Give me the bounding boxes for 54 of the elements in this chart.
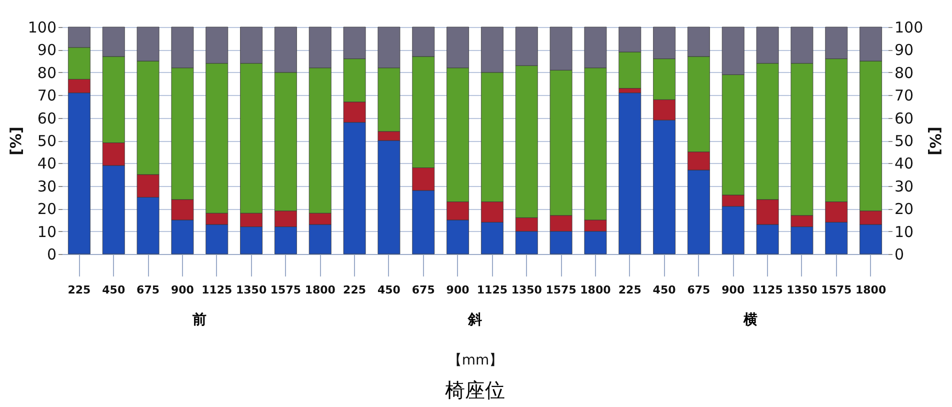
y2-tick-label: 100 [894,18,924,36]
y2-tick-label: 20 [894,200,914,218]
bar [618,92,642,254]
y-tick-label: 20 [37,200,56,218]
y2-tick-label: 10 [894,222,914,241]
y2-tick-label: 70 [894,86,914,105]
x-tick-label: 1800 [304,284,336,296]
x-tick-label: 450 [377,284,401,296]
x-tick-label: 450 [102,284,126,296]
x-tick-label: 1350 [786,284,818,296]
y-tick-label: 30 [37,177,56,196]
x-tick-label: 225 [68,284,91,296]
y2-tick-label: 50 [894,132,914,150]
x-tick-label: 1350 [511,284,542,296]
y2-tick-label: 0 [894,246,904,264]
y2-tick-label: 40 [894,154,914,173]
y-tick-label: 10 [37,222,56,241]
x-tick-label: 1575 [546,284,576,296]
text: 前 [192,312,207,328]
text: 横 [742,312,758,328]
y-tick-label: 60 [37,109,56,128]
y-tick-label: 50 [37,132,56,150]
x-tick-label: 450 [652,284,676,296]
x-tick-label: 900 [170,284,194,296]
y-tick-label: 0 [46,246,56,264]
x-axis-title: 【mm】 [448,352,504,368]
x-tick-label: 675 [412,284,435,296]
x-tick-label: 675 [136,284,160,296]
x-tick-label: 225 [618,284,642,296]
x-tick-label: 1125 [476,284,508,296]
text: 斜 [467,312,482,328]
text: 椅座位 [445,380,505,402]
x-tick-label: 1350 [236,284,267,296]
x-tick-label: 675 [687,284,710,296]
y2-tick-label: 30 [894,177,914,196]
y2-axis-title: [%] [926,126,944,156]
x-tick-label: 1800 [855,284,886,296]
x-tick-label: 225 [343,284,366,296]
x-tick-label: 1800 [580,284,612,296]
x-tick-label: 1575 [821,284,852,296]
y2-tick-label: 90 [894,41,914,60]
y2-tick-label: 60 [894,109,914,128]
y-tick-label: 70 [37,86,56,105]
y-tick-label: 90 [37,41,56,60]
x-tick-label: 1125 [752,284,783,296]
y-axis-title: [%] [6,126,25,156]
y-tick-label: 40 [37,154,56,173]
y2-tick-label: 80 [894,64,914,82]
x-tick-label: 1575 [270,284,302,296]
x-tick-label: 900 [446,284,470,296]
y-tick-label: 100 [28,18,56,36]
x-tick-label: 1125 [202,284,232,296]
x-tick-label: 900 [722,284,745,296]
y-tick-label: 80 [37,64,56,82]
